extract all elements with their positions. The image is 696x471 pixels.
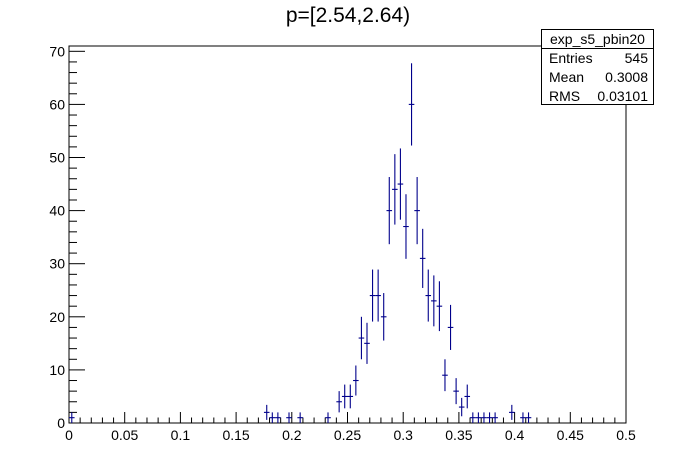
- x-tick-label: 0.3: [393, 427, 413, 443]
- x-tick-label: 0.35: [445, 427, 472, 443]
- y-tick-label: 10: [49, 362, 65, 378]
- data-point: [481, 412, 487, 423]
- y-tick-label: 40: [49, 203, 65, 219]
- data-point: [341, 384, 348, 409]
- data-point: [392, 154, 398, 225]
- data-point: [275, 412, 281, 423]
- data-point: [364, 322, 370, 364]
- data-point: [380, 293, 387, 341]
- data-point: [69, 412, 75, 423]
- data-point: [486, 412, 493, 423]
- data-point: [509, 404, 515, 420]
- x-tick-label: 0.05: [111, 427, 138, 443]
- data-point: [347, 384, 354, 409]
- data-point: [475, 412, 482, 423]
- y-tick-label: 0: [57, 415, 65, 431]
- data-point: [453, 378, 459, 405]
- data-point: [286, 412, 292, 423]
- data-point: [470, 412, 476, 423]
- data-point: [414, 177, 420, 245]
- x-tick-label: 0.15: [222, 427, 249, 443]
- data-point: [447, 304, 454, 350]
- stats-key-rms: RMS: [549, 88, 581, 104]
- data-point: [386, 177, 393, 245]
- data-point: [336, 391, 342, 413]
- data-point: [358, 316, 365, 360]
- data-point: [458, 397, 465, 417]
- data-point: [436, 281, 443, 332]
- y-tick-label: 60: [49, 96, 65, 112]
- stats-value-mean: 0.3008: [605, 69, 648, 85]
- data-point: [375, 269, 381, 322]
- x-tick-label: 0.4: [505, 427, 525, 443]
- data-point: [408, 63, 415, 146]
- data-point: [419, 228, 426, 288]
- stats-key-mean: Mean: [549, 69, 585, 85]
- data-point: [520, 412, 526, 423]
- x-tick-label: 0.45: [557, 427, 584, 443]
- stats-row-rms: RMS 0.03101: [542, 87, 653, 106]
- stats-row-entries: Entries 545: [542, 49, 653, 68]
- y-tick-label: 20: [49, 309, 65, 325]
- data-point: [397, 148, 404, 220]
- y-tick-label: 70: [49, 43, 65, 59]
- data-point: [269, 412, 276, 423]
- data-point: [442, 359, 448, 392]
- x-tick-label: 0.25: [334, 427, 361, 443]
- stats-box: exp_s5_pbin20 Entries 545 Mean 0.3008 RM…: [541, 29, 654, 105]
- data-point: [464, 384, 471, 409]
- stats-row-mean: Mean 0.3008: [542, 68, 653, 87]
- data-point: [325, 412, 331, 423]
- x-tick-label: 0.1: [171, 427, 191, 443]
- stats-box-name: exp_s5_pbin20: [542, 30, 653, 49]
- x-tick-label: 0.2: [282, 427, 302, 443]
- x-tick-label: 0: [65, 427, 73, 443]
- stats-value-entries: 545: [624, 50, 648, 66]
- data-point: [369, 269, 376, 322]
- stats-value-rms: 0.03101: [597, 88, 648, 104]
- chart-title: p=[2.54,2.64): [285, 4, 411, 27]
- data-point: [425, 269, 432, 322]
- data-point: [403, 194, 409, 259]
- data-point: [263, 404, 270, 420]
- y-tick-label: 50: [49, 150, 65, 166]
- data-point: [297, 412, 303, 423]
- stats-key-entries: Entries: [549, 50, 593, 66]
- data-point: [492, 412, 498, 423]
- data-point: [525, 412, 532, 423]
- x-tick-label: 0.5: [616, 427, 636, 443]
- data-point: [353, 365, 359, 396]
- data-point: [431, 275, 437, 327]
- y-tick-label: 30: [49, 256, 65, 272]
